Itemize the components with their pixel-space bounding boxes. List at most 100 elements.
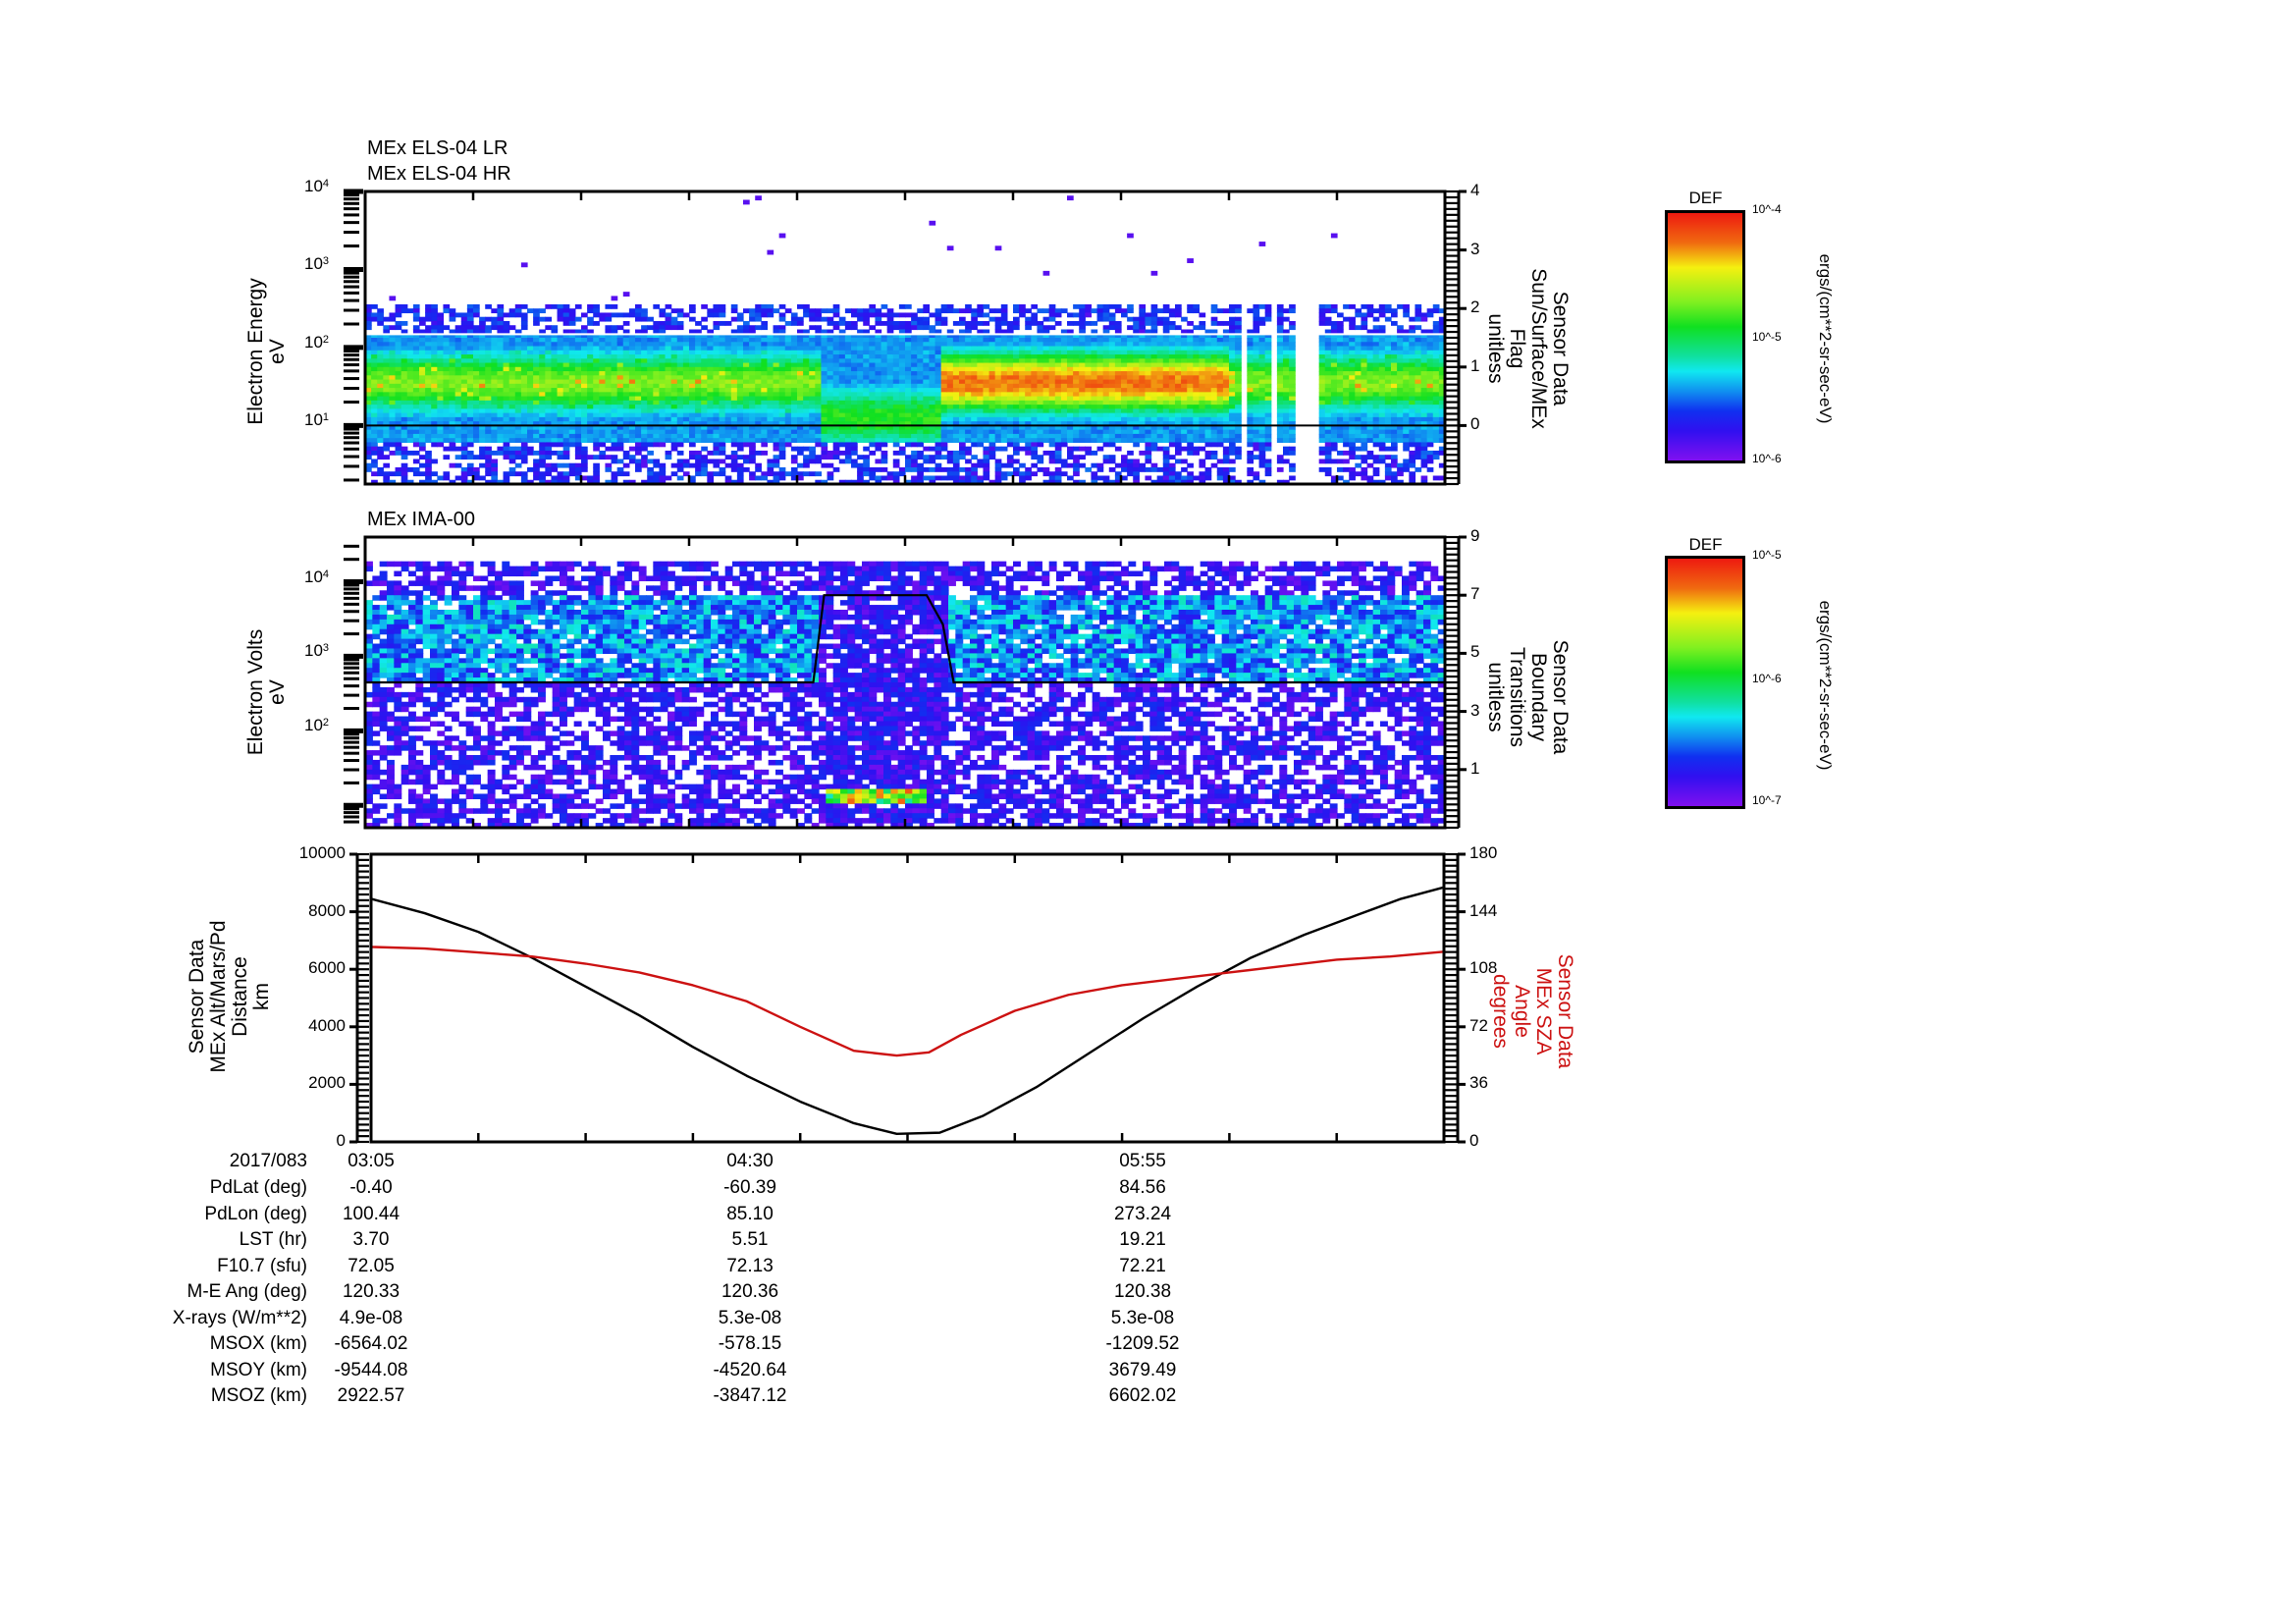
ephem-row-value: 85.10 xyxy=(726,1203,774,1224)
right-tick-0: 0 xyxy=(1470,414,1480,434)
ephem-row-value: 120.36 xyxy=(721,1281,779,1302)
ephem-row-value: -3847.12 xyxy=(713,1385,787,1406)
colorbar1 xyxy=(1665,210,1745,463)
orbit-right-label-1: Sensor Data xyxy=(1554,953,1576,1069)
ytick-10e2: 102 xyxy=(304,332,330,352)
ephem-row-value: 6602.02 xyxy=(1108,1385,1177,1406)
ephem-row-label: LST (hr) xyxy=(239,1229,307,1250)
orbit-ytick-2000: 2000 xyxy=(308,1073,346,1093)
ephem-row-value: 5.51 xyxy=(731,1229,769,1250)
ytick-10e4: 104 xyxy=(304,567,330,586)
right-tick-3: 3 xyxy=(1470,700,1480,720)
ephem-row-value: 19.21 xyxy=(1119,1229,1166,1250)
colorbar1-tick-top: 10^-4 xyxy=(1752,202,1782,216)
colorbar2-unit: ergs/(cm**2-sr-sec-eV) xyxy=(1816,600,1835,771)
colorbar1-tick-bottom: 10^-6 xyxy=(1752,452,1782,465)
right-tick-2: 2 xyxy=(1470,298,1480,317)
ima-ylabel-line2: eV xyxy=(266,679,289,705)
ephem-row-label: MSOZ (km) xyxy=(210,1385,307,1406)
right-tick-0: 0 xyxy=(1469,1131,1479,1150)
right-tick-36: 36 xyxy=(1469,1073,1488,1093)
right-tick-108: 108 xyxy=(1469,958,1498,978)
orbit-ylabel-3: Distance xyxy=(229,956,251,1037)
ephem-row-value: 72.05 xyxy=(347,1255,395,1276)
orbit-ylabel: Sensor Data MEx Alt/Mars/Pd Distance km xyxy=(186,908,285,1085)
orbit-right-label-3: Angle xyxy=(1511,985,1533,1038)
ephem-row-value: 3679.49 xyxy=(1108,1359,1177,1380)
els-title-lr: MEx ELS-04 LR xyxy=(367,137,508,159)
ima-ylabel-line1: Electron Volts xyxy=(244,628,267,756)
ytick-10e3: 103 xyxy=(304,254,330,274)
ephem-row-value: 72.13 xyxy=(726,1255,774,1276)
els-ylabel-line1: Electron Energy xyxy=(244,278,267,425)
colorbar2-tick-mid: 10^-6 xyxy=(1752,672,1782,685)
right-tick-9: 9 xyxy=(1470,526,1480,545)
orbit-ylabel-2: MEx Alt/Mars/Pd xyxy=(207,920,230,1073)
els-right-label: Sensor Data Sun/Surface/MEx Flag unitles… xyxy=(1472,250,1572,447)
colorbar1-unit: ergs/(cm**2-sr-sec-eV) xyxy=(1816,253,1835,424)
right-tick-1: 1 xyxy=(1470,355,1480,375)
colorbar2-title: DEF xyxy=(1688,535,1723,554)
ephem-row-value: -0.40 xyxy=(349,1177,393,1198)
ephem-row-value: 5.3e-08 xyxy=(718,1307,782,1328)
ephem-row-value: 72.21 xyxy=(1119,1255,1166,1276)
ephem-row-value: 120.33 xyxy=(342,1281,400,1302)
ephem-row-label: X-rays (W/m**2) xyxy=(172,1307,307,1328)
els-ylabel-line2: eV xyxy=(266,339,289,364)
ephem-row-value: 4.9e-08 xyxy=(339,1307,403,1328)
els-right-label-2: Sun/Surface/MEx xyxy=(1527,268,1550,429)
ephem-time-1: 04:30 xyxy=(726,1151,774,1171)
ytick-10e4: 104 xyxy=(304,177,330,195)
els-right-label-3: Flag xyxy=(1506,328,1528,369)
colorbar2-tick-top: 10^-5 xyxy=(1752,548,1782,562)
right-tick-180: 180 xyxy=(1469,843,1498,862)
els-ylabel: Electron Energy eV xyxy=(244,263,294,440)
ytick-10e2: 102 xyxy=(304,716,330,735)
ephem-row-value: -578.15 xyxy=(718,1333,782,1354)
els-title-hr: MEx ELS-04 HR xyxy=(367,163,511,185)
ytick-10e3: 103 xyxy=(304,641,330,661)
colorbar2-tick-bottom: 10^-7 xyxy=(1752,793,1782,807)
ephem-row-value: 3.70 xyxy=(352,1229,390,1250)
colorbar1-title: DEF xyxy=(1688,189,1723,207)
right-tick-3: 3 xyxy=(1470,239,1480,258)
right-tick-72: 72 xyxy=(1469,1015,1488,1035)
ephem-row-value: 2922.57 xyxy=(337,1385,405,1406)
ephem-row-value: 273.24 xyxy=(1113,1203,1172,1224)
ima-title: MEx IMA-00 xyxy=(367,509,476,530)
orbit-ytick-0: 0 xyxy=(336,1131,346,1150)
ima-right-label-2: Boundary xyxy=(1527,653,1550,741)
orbit-ytick-4000: 4000 xyxy=(308,1015,346,1035)
ephem-row-value: -4520.64 xyxy=(713,1359,787,1380)
orbit-ylabel-4: km xyxy=(250,983,273,1010)
orbit-ytick-8000: 8000 xyxy=(308,900,346,920)
ephem-row-label: PdLon (deg) xyxy=(204,1203,307,1224)
ima-right-label-1: Sensor Data xyxy=(1549,639,1572,755)
ytick-10e1: 101 xyxy=(304,410,330,430)
ephem-row-label: F10.7 (sfu) xyxy=(217,1255,307,1276)
ephem-time-0: 03:05 xyxy=(347,1151,395,1171)
ephem-row-label: MSOY (km) xyxy=(210,1359,307,1380)
els-right-label-4: unitless xyxy=(1484,313,1507,384)
ephem-row-value: 5.3e-08 xyxy=(1110,1307,1175,1328)
ima-right-label-4: unitless xyxy=(1484,662,1507,732)
orbit-ytick-10000: 10000 xyxy=(298,843,346,862)
orbit-right-label-2: MEx SZA xyxy=(1532,967,1555,1055)
els-right-label-1: Sensor Data xyxy=(1549,291,1572,406)
ephem-row-value: -1209.52 xyxy=(1105,1333,1180,1354)
ima-ylabel: Electron Volts eV xyxy=(244,609,294,776)
ephem-row-label: M-E Ang (deg) xyxy=(187,1281,308,1302)
ima-right-label: Sensor Data Boundary Transitions unitles… xyxy=(1472,599,1572,795)
ephem-time-2: 05:55 xyxy=(1119,1151,1166,1171)
ephem-row-value: 84.56 xyxy=(1119,1177,1166,1198)
right-tick-1: 1 xyxy=(1470,758,1480,778)
orbit-ylabel-1: Sensor Data xyxy=(186,939,208,1055)
ephem-row-value: -6564.02 xyxy=(334,1333,408,1354)
ephem-row-value: 100.44 xyxy=(342,1203,400,1224)
ima-right-label-3: Transitions xyxy=(1506,647,1528,747)
els-spectrogram xyxy=(344,189,1467,486)
right-tick-7: 7 xyxy=(1470,584,1480,604)
orbit-line-chart xyxy=(349,852,1466,1144)
ephem-row-value: 120.38 xyxy=(1113,1281,1172,1302)
ima-spectrogram xyxy=(344,535,1467,830)
